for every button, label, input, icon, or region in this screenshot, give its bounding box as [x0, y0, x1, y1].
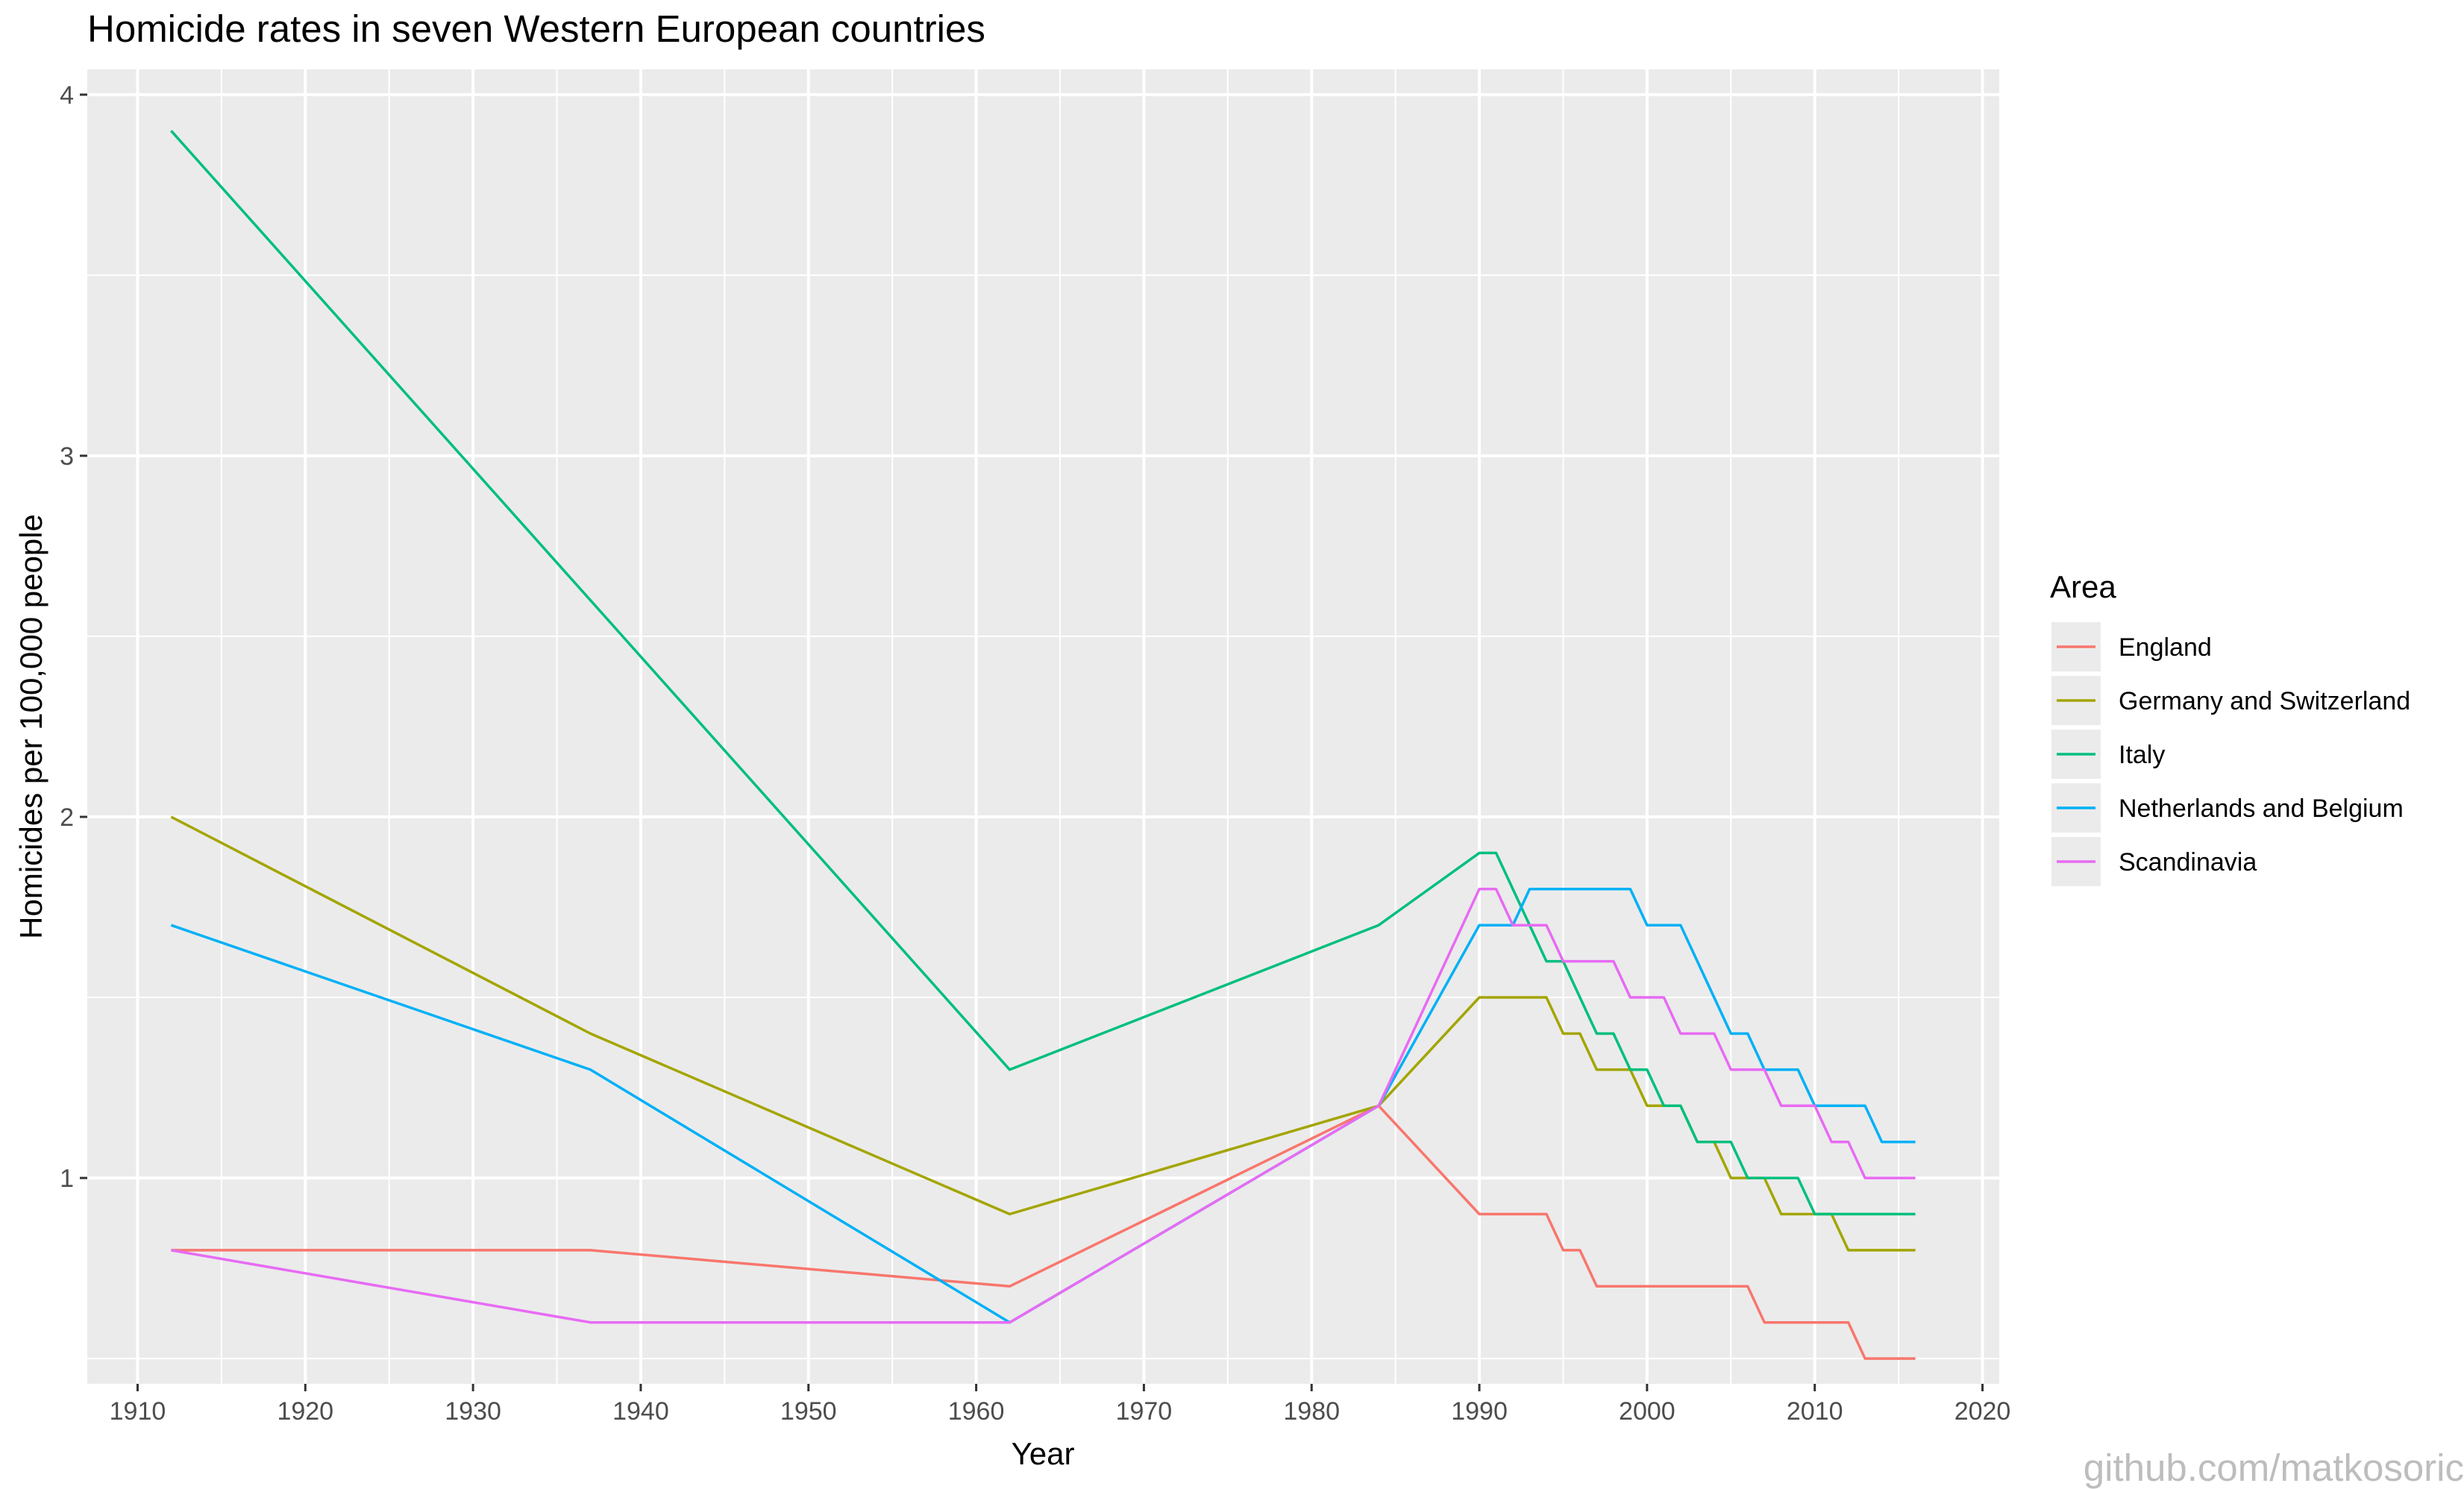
chart-title: Homicide rates in seven Western European…: [87, 7, 985, 50]
x-tick-label: 1960: [948, 1397, 1005, 1426]
series-line-england: [171, 1104, 1916, 1360]
y-axis-ticks: 1 2 3 4: [60, 81, 87, 1193]
legend-label-italy: Italy: [2119, 741, 2165, 769]
plot-panel: [87, 69, 1999, 1384]
series-line-italy: [170, 130, 1916, 1216]
legend-title: Area: [2050, 569, 2116, 604]
legend-label-germany-and-switzerland: Germany and Switzerland: [2119, 687, 2410, 715]
x-tick-label: 1990: [1451, 1397, 1508, 1426]
y-tick-label: 1: [60, 1164, 74, 1193]
legend-items: England Germany and Switzerland Italy Nethe…: [2051, 622, 2410, 886]
legend-label-england: England: [2119, 633, 2212, 662]
x-tick-label: 2000: [1619, 1397, 1675, 1426]
x-tick-label: 1980: [1283, 1397, 1340, 1426]
series-line-scandinavia: [171, 888, 1916, 1324]
legend: Area England Germany and Switzerland Italy…: [2050, 569, 2410, 886]
series-line-germany-and-switzerland: [170, 815, 1916, 1252]
x-tick-label: 2010: [1787, 1397, 1843, 1426]
x-tick-label: 1910: [110, 1397, 166, 1426]
x-tick-label: 1970: [1116, 1397, 1173, 1426]
y-axis-title: Homicides per 100,000 people: [13, 514, 48, 939]
x-tick-label: 1930: [445, 1397, 501, 1426]
series-lines: [170, 130, 1916, 1360]
watermark: github.com/matkosoric: [2084, 1446, 2464, 1489]
y-tick-label: 2: [60, 803, 74, 832]
x-tick-label: 1920: [277, 1397, 333, 1426]
major-gridlines: [87, 69, 1999, 1384]
minor-gridlines: [87, 69, 1999, 1384]
legend-label-netherlands-and-belgium: Netherlands and Belgium: [2119, 794, 2404, 823]
x-axis-ticks: 1910 1920 1930 1940 1950 1960 1970 1980 1990 2000…: [110, 1384, 2011, 1426]
x-tick-label: 1940: [612, 1397, 669, 1426]
y-tick-label: 4: [60, 81, 74, 110]
legend-label-scandinavia: Scandinavia: [2119, 848, 2257, 877]
x-tick-label: 2020: [1954, 1397, 2011, 1426]
x-axis-title: Year: [1012, 1436, 1075, 1471]
y-tick-label: 3: [60, 442, 74, 471]
x-tick-label: 1950: [780, 1397, 837, 1426]
